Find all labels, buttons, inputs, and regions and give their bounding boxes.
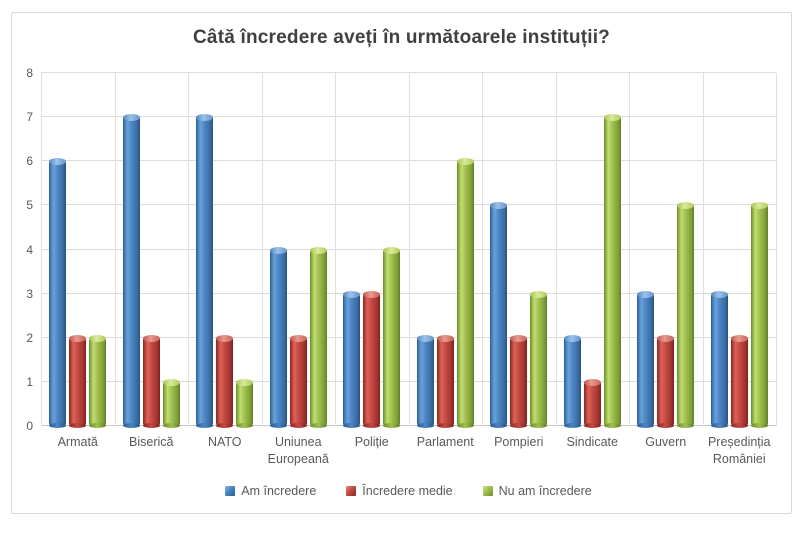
legend-label: Am încredere (241, 484, 317, 498)
bar (436, 334, 454, 429)
category-separator (114, 73, 116, 426)
bar (289, 334, 307, 429)
category-separator (41, 73, 42, 426)
bar-group (482, 73, 556, 429)
y-axis-label: 6 (26, 154, 33, 169)
bar (122, 114, 140, 428)
y-axis-label: 3 (26, 286, 33, 301)
legend-label: Nu am încredere (498, 484, 592, 498)
legend-item: Am încredere (225, 484, 316, 498)
bar (530, 290, 548, 429)
bar (710, 290, 728, 429)
bar-group (188, 73, 262, 429)
bar (456, 158, 474, 428)
bar-group (703, 73, 777, 429)
bar (637, 290, 655, 429)
legend: Am încredere Încredere medie Nu am încrede… (41, 484, 776, 498)
bar (730, 334, 748, 429)
bar-group (41, 73, 115, 429)
bar (583, 378, 601, 429)
bar (657, 334, 675, 429)
category-separator (629, 73, 630, 426)
bar-group (262, 73, 336, 429)
legend-item: Încredere medie (346, 484, 453, 498)
category-label: Parlament (416, 435, 474, 449)
bar (236, 378, 254, 429)
bar (563, 334, 581, 429)
category-label: Biserică (129, 435, 174, 449)
bar (49, 158, 67, 428)
category-label: Președinția României (707, 435, 771, 466)
legend-swatch-icon (482, 486, 493, 496)
category-label: Armată (57, 435, 98, 449)
bar (89, 334, 107, 429)
bar-group (115, 73, 189, 429)
legend-item: Nu am încredere (482, 484, 592, 498)
category-separator (555, 73, 557, 426)
legend-label: Încredere medie (362, 484, 453, 498)
legend-swatch-icon (225, 486, 236, 496)
category-label: Poliție (354, 435, 389, 449)
chart-title: Câtă încredere aveți în următoarele inst… (193, 27, 610, 48)
bar (510, 334, 528, 429)
bar (343, 290, 361, 429)
bar (309, 246, 327, 428)
category-label: Sindicate (566, 435, 618, 449)
category-label: Pompieri (494, 435, 544, 449)
gridline (41, 72, 776, 73)
y-axis-label: 7 (26, 110, 33, 125)
category-separator (188, 73, 189, 426)
bar (490, 202, 508, 428)
y-axis-label: 5 (26, 198, 33, 213)
category-separator (335, 73, 336, 426)
x-axis-labels: Armată Biserică NATO Uniunea Europeană Poliț… (41, 434, 776, 478)
category-separator (261, 73, 263, 426)
bar (383, 246, 401, 428)
bar (269, 246, 287, 428)
bar-group (335, 73, 409, 429)
y-axis-label: 4 (26, 242, 33, 257)
bar (69, 334, 87, 429)
category-separator (702, 73, 704, 426)
bar (162, 378, 180, 429)
bar (416, 334, 434, 429)
y-axis-label: 8 (26, 66, 33, 80)
category-separator (776, 73, 777, 426)
bar-group (409, 73, 483, 429)
category-label: Guvern (645, 435, 687, 449)
bar (216, 334, 234, 429)
bar-group (556, 73, 630, 429)
plot-area (41, 72, 777, 429)
y-axis-label: 2 (26, 330, 33, 345)
legend-swatch-icon (346, 486, 357, 496)
y-axis-label: 0 (26, 419, 33, 433)
category-separator (408, 73, 410, 426)
category-label: Uniunea Europeană (267, 435, 329, 466)
category-label: NATO (207, 435, 242, 449)
bar (603, 114, 621, 428)
bar (142, 334, 160, 429)
bar (750, 202, 768, 428)
bar (677, 202, 695, 428)
bar (363, 290, 381, 429)
category-separator (482, 73, 483, 426)
bar (196, 114, 214, 428)
bar-group (629, 73, 703, 429)
chart-frame: Câtă încredere aveți în următoarele inst… (11, 12, 792, 514)
y-axis-label: 1 (26, 374, 33, 389)
